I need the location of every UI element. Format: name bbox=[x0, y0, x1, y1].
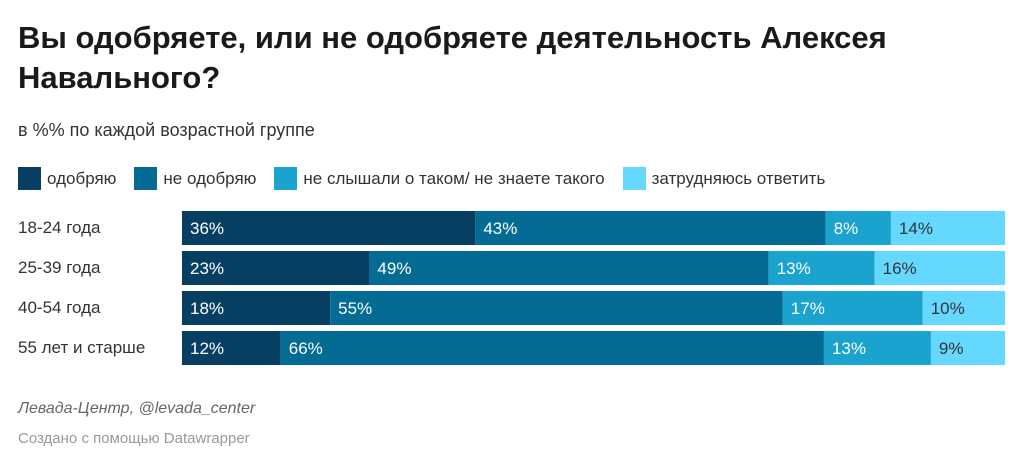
data-label: 18% bbox=[190, 299, 224, 318]
legend-item: не слышали о таком/ не знаете такого bbox=[274, 167, 605, 190]
category-label: 55 лет и старше bbox=[18, 338, 146, 357]
data-label: 12% bbox=[190, 339, 224, 358]
bar-segment bbox=[890, 211, 1005, 245]
category-label: 25-39 года bbox=[18, 258, 101, 277]
data-label: 43% bbox=[483, 219, 517, 238]
chart-subtitle: в %% по каждой возрастной группе bbox=[18, 120, 315, 140]
bar-segment bbox=[182, 331, 281, 365]
bar-segment bbox=[475, 211, 826, 245]
data-label: 13% bbox=[777, 259, 811, 278]
data-label: 17% bbox=[791, 299, 825, 318]
bar-segment bbox=[280, 331, 824, 365]
category-label: 18-24 года bbox=[18, 218, 101, 237]
bar-segment bbox=[922, 291, 1005, 325]
data-label: 9% bbox=[939, 339, 964, 358]
chart-title: Вы одобряете, или не одобряете деятельно… bbox=[18, 20, 887, 95]
bar-segment bbox=[874, 251, 1005, 285]
legend-label: одобряю bbox=[47, 168, 117, 188]
legend: одобряю не одобряю не слышали о таком/ не … bbox=[18, 167, 843, 190]
legend-item: затрудняюсь ответить bbox=[622, 167, 826, 190]
data-label: 55% bbox=[338, 299, 372, 318]
category-label: 40-54 года bbox=[18, 298, 101, 317]
bar-segment bbox=[930, 331, 1005, 365]
legend-item: не одобряю bbox=[134, 167, 256, 190]
legend-item: одобряю bbox=[18, 167, 116, 190]
legend-label: не слышали о таком/ не знаете такого bbox=[303, 168, 605, 188]
legend-swatch bbox=[134, 167, 158, 190]
bar-segment bbox=[369, 251, 769, 285]
legend-swatch bbox=[274, 167, 298, 190]
bar-segment bbox=[182, 291, 331, 325]
data-label: 36% bbox=[190, 219, 224, 238]
credit[interactable]: Создано с помощью Datawrapper bbox=[18, 430, 250, 447]
bar-segment bbox=[182, 211, 476, 245]
data-label: 49% bbox=[377, 259, 411, 278]
bar-segment bbox=[823, 331, 931, 365]
bar-segment bbox=[330, 291, 783, 325]
legend-label: затрудняюсь ответить bbox=[651, 168, 826, 188]
bar-segment bbox=[768, 251, 875, 285]
source: Левада-Центр, @levada_center bbox=[18, 400, 256, 417]
legend-swatch bbox=[18, 167, 41, 190]
bar-segment bbox=[825, 211, 891, 245]
data-label: 66% bbox=[289, 339, 323, 358]
data-label: 8% bbox=[834, 219, 859, 238]
legend-label: не одобряю bbox=[163, 168, 257, 188]
legend-swatch bbox=[622, 167, 646, 190]
data-label: 10% bbox=[931, 299, 965, 318]
data-label: 23% bbox=[190, 259, 224, 278]
data-label: 14% bbox=[899, 219, 933, 238]
data-label: 16% bbox=[883, 259, 917, 278]
bar-segment bbox=[782, 291, 923, 325]
bar-segment bbox=[182, 251, 370, 285]
data-label: 13% bbox=[832, 339, 866, 358]
